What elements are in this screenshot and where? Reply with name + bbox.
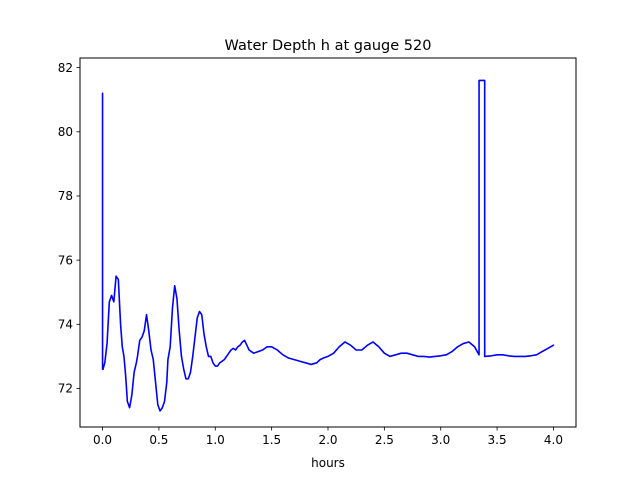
x-tick-label: 0.0: [93, 433, 112, 447]
x-tick-label: 1.5: [262, 433, 281, 447]
y-tick-label: 72: [58, 382, 73, 396]
y-axis: 72 74 76 78 80 82: [58, 61, 80, 396]
y-tick-label: 74: [58, 318, 73, 332]
x-axis-label: hours: [311, 456, 345, 470]
y-tick-label: 80: [58, 125, 73, 139]
x-axis: 0.0 0.5 1.0 1.5 2.0 2.5 3.0 3.5 4.0: [93, 427, 563, 447]
series-line: [101, 79, 555, 412]
x-tick-label: 3.5: [488, 433, 507, 447]
x-tick-label: 3.0: [431, 433, 450, 447]
y-tick-label: 82: [58, 61, 73, 75]
data-layer: [101, 79, 555, 412]
x-tick-label: 0.5: [149, 433, 168, 447]
plot-area: [80, 58, 576, 427]
x-tick-label: 4.0: [544, 433, 563, 447]
x-tick-label: 2.0: [318, 433, 337, 447]
x-tick-label: 2.5: [375, 433, 394, 447]
y-tick-label: 78: [58, 189, 73, 203]
chart-title: Water Depth h at gauge 520: [225, 38, 432, 54]
x-tick-label: 1.0: [206, 433, 225, 447]
y-tick-label: 76: [58, 253, 73, 267]
